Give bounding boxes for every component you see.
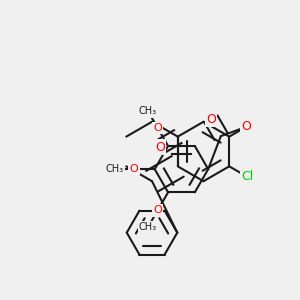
Text: O: O bbox=[153, 206, 162, 215]
Text: O: O bbox=[153, 123, 162, 133]
Text: CH₃: CH₃ bbox=[106, 164, 124, 174]
Text: O: O bbox=[130, 164, 138, 174]
Text: O: O bbox=[155, 140, 165, 154]
Text: CH₃: CH₃ bbox=[139, 106, 157, 116]
Text: CH₃: CH₃ bbox=[139, 222, 157, 232]
Text: Cl: Cl bbox=[241, 170, 254, 183]
Text: O: O bbox=[206, 113, 216, 126]
Text: O: O bbox=[241, 121, 251, 134]
